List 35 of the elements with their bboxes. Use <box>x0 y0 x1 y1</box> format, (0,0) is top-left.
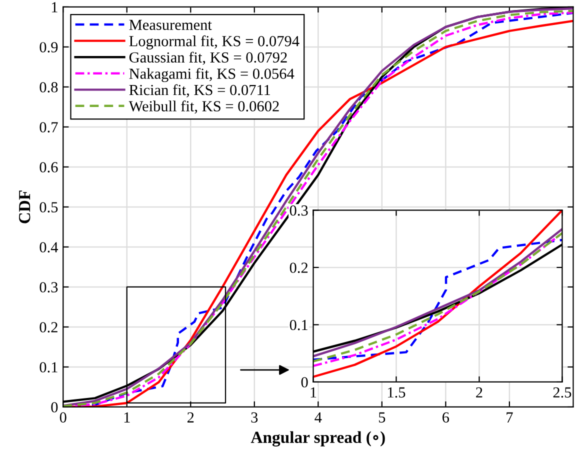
y-axis-title: CDF <box>19 190 30 224</box>
legend-label: Lognormal fit, KS = 0.0794 <box>129 35 300 50</box>
y-tick-label: 0.1 <box>290 320 308 330</box>
x-tick-label: 4 <box>314 412 322 422</box>
x-tick-label: 2.5 <box>553 387 572 398</box>
y-tick-label: 0.3 <box>40 282 58 292</box>
legend-label: Nakagami fit, KS = 0.0564 <box>129 68 294 82</box>
x-tick-label: 0 <box>60 412 66 423</box>
legend-label: Measurement <box>129 20 212 30</box>
x-tick-label: 7 <box>506 412 513 422</box>
x-tick-label: 1.5 <box>388 387 406 398</box>
x-tick-label: 3 <box>251 412 258 423</box>
y-tick-label: 0.1 <box>40 362 58 372</box>
legend-label: Gaussian fit, KS = 0.0792 <box>129 52 287 65</box>
y-tick-label: 0.2 <box>290 262 308 273</box>
y-tick-label: 0.6 <box>40 162 58 172</box>
x-tick-label: 6 <box>442 412 450 423</box>
y-tick-label: 0.8 <box>40 82 58 92</box>
y-tick-label: 1 <box>52 2 58 12</box>
y-tick-label: 0.3 <box>290 205 308 216</box>
x-tick-label: 1 <box>310 387 316 398</box>
x-axis-title: Angular spread (∘) <box>250 431 385 446</box>
y-tick-label: 0.7 <box>40 122 58 132</box>
legend-label: Rician fit, KS = 0.0711 <box>129 84 270 98</box>
y-tick-label: 0.9 <box>40 42 58 52</box>
y-tick-label: 0.4 <box>40 242 58 252</box>
legend-label: Weibull fit, KS = 0.0602 <box>128 100 279 114</box>
y-tick-label: 0 <box>51 402 58 412</box>
y-tick-label: 0 <box>301 377 308 388</box>
x-tick-label: 1 <box>124 412 130 422</box>
x-tick-label: 2 <box>476 387 482 398</box>
y-tick-label: 0.5 <box>40 202 58 212</box>
x-tick-label: 2 <box>187 412 194 422</box>
x-tick-label: 5 <box>378 412 386 423</box>
y-tick-label: 0.2 <box>40 322 58 332</box>
